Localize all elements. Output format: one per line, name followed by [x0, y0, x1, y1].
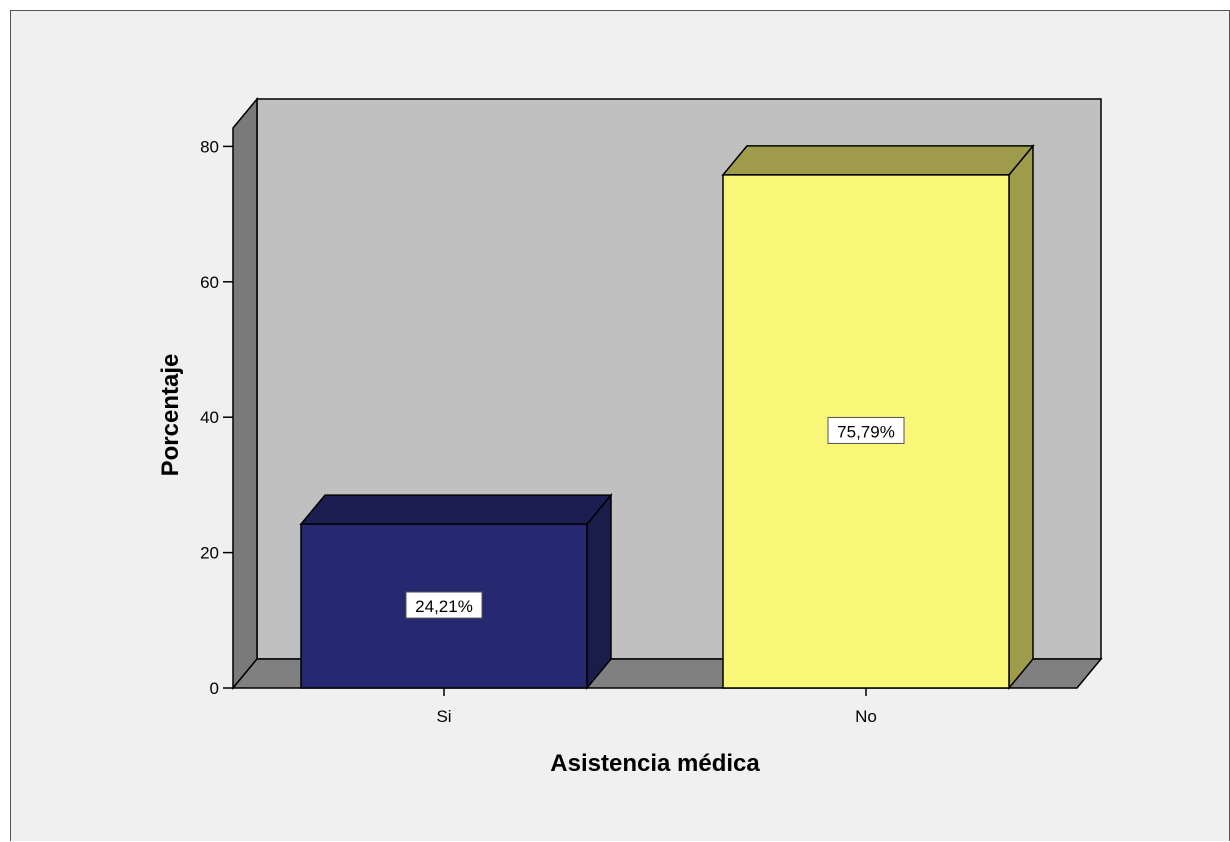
y-tick-label: 0 [210, 679, 219, 698]
bar-no-side [1008, 143, 1034, 691]
y-tick-label: 40 [200, 408, 219, 427]
y-tick-label: 60 [200, 273, 219, 292]
x-tick-label-si: Si [436, 707, 451, 726]
bar-chart: 0 20 40 60 80 Si No 24,21% 75,79% Porcentaje A… [157, 96, 1103, 777]
bar-si-top [299, 494, 613, 525]
data-label-box [827, 416, 905, 444]
y-axis: 0 20 40 60 80 [200, 137, 233, 698]
data-label-si: 24,21% [405, 591, 483, 619]
bar-si-side [586, 493, 612, 691]
data-label-no: 75,79% [827, 416, 905, 444]
data-label-box [405, 591, 483, 619]
data-labels-group: 24,21% 75,79% [405, 416, 905, 619]
x-tick-label-no: No [855, 707, 877, 726]
data-label-text: 24,21% [415, 597, 473, 616]
plot-side-wall [232, 96, 258, 691]
data-label-text: 75,79% [837, 422, 895, 441]
y-tick-label: 20 [200, 544, 219, 563]
bar-no-top [721, 145, 1035, 176]
y-tick-label: 80 [200, 137, 219, 156]
x-axis-title: Asistencia médica [550, 750, 760, 777]
y-axis-title: Porcentaje [157, 354, 184, 477]
x-axis: Si No [436, 688, 877, 726]
chart-frame: 0 20 40 60 80 Si No 24,21% 75,79% Porcentaje A… [10, 10, 1230, 841]
